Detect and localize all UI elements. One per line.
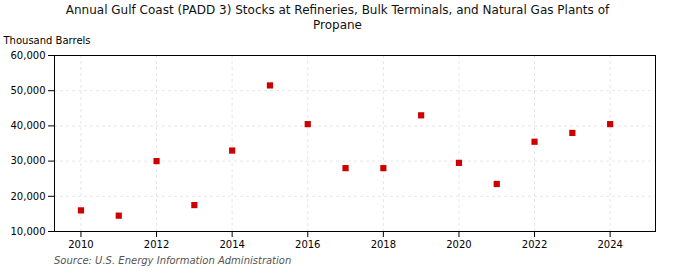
svg-text:10,000: 10,000 xyxy=(11,226,46,237)
svg-text:2016: 2016 xyxy=(295,239,320,250)
svg-text:Thousand Barrels: Thousand Barrels xyxy=(3,35,91,46)
svg-text:20,000: 20,000 xyxy=(11,191,46,202)
svg-text:2024: 2024 xyxy=(597,239,622,250)
svg-text:60,000: 60,000 xyxy=(11,50,46,61)
svg-text:30,000: 30,000 xyxy=(11,155,46,166)
svg-text:2020: 2020 xyxy=(446,239,471,250)
svg-text:2014: 2014 xyxy=(219,239,244,250)
svg-text:40,000: 40,000 xyxy=(11,120,46,131)
svg-text:2010: 2010 xyxy=(68,239,93,250)
html-text:Annual Gulf Coast (PADD 3) Sto: Annual Gulf Coast (PADD 3) Stocks at Ref… xyxy=(65,3,610,32)
svg-text:2018: 2018 xyxy=(371,239,396,250)
svg-text:50,000: 50,000 xyxy=(11,85,46,96)
svg-text:2022: 2022 xyxy=(522,239,547,250)
html-text:Source: U.S. Energy Informatio: Source: U.S. Energy Information Administ… xyxy=(54,255,292,266)
svg-text:2012: 2012 xyxy=(144,239,169,250)
